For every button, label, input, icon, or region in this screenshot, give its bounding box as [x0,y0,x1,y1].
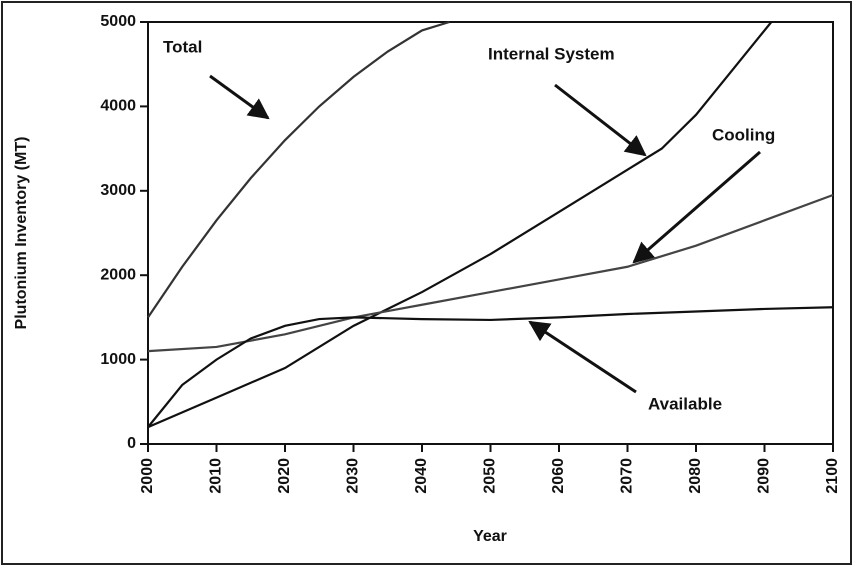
x-tick-label: 2020 [276,458,293,494]
line [147,20,450,319]
x-tick-label: 2040 [413,458,430,494]
x-tick-label: 2010 [208,458,225,494]
line [147,193,834,353]
y-tick-label: 0 [127,435,136,452]
x-tick-label: 2090 [756,458,773,494]
y-axis-label: Plutonium Inventory (MT) [13,137,30,330]
arrow [528,320,637,394]
arrows [209,74,761,394]
annotation: Available [648,394,722,413]
x-tick-label: 2070 [619,458,636,494]
x-tick-label: 2000 [139,458,156,494]
arrow [632,150,761,264]
arrow [554,83,647,157]
x-tick-label: 2100 [824,458,841,494]
line [147,21,773,429]
x-axis-label: Year [473,528,507,545]
y-tick-label: 1000 [100,351,136,368]
annotation: Total [163,37,202,56]
arrow [209,74,270,120]
y-tick-label: 3000 [100,182,136,199]
y-tick-label: 2000 [100,266,136,283]
y-tick-label: 5000 [100,13,136,30]
annotation: Cooling [712,125,775,144]
y-tick-label: 4000 [100,98,136,115]
x-tick-label: 2050 [482,458,499,494]
annotation: Internal System [488,44,615,63]
x-tick-label: 2030 [345,458,362,494]
x-tick-label: 2060 [550,458,567,494]
x-tick-label: 2080 [687,458,704,494]
line [147,306,834,428]
